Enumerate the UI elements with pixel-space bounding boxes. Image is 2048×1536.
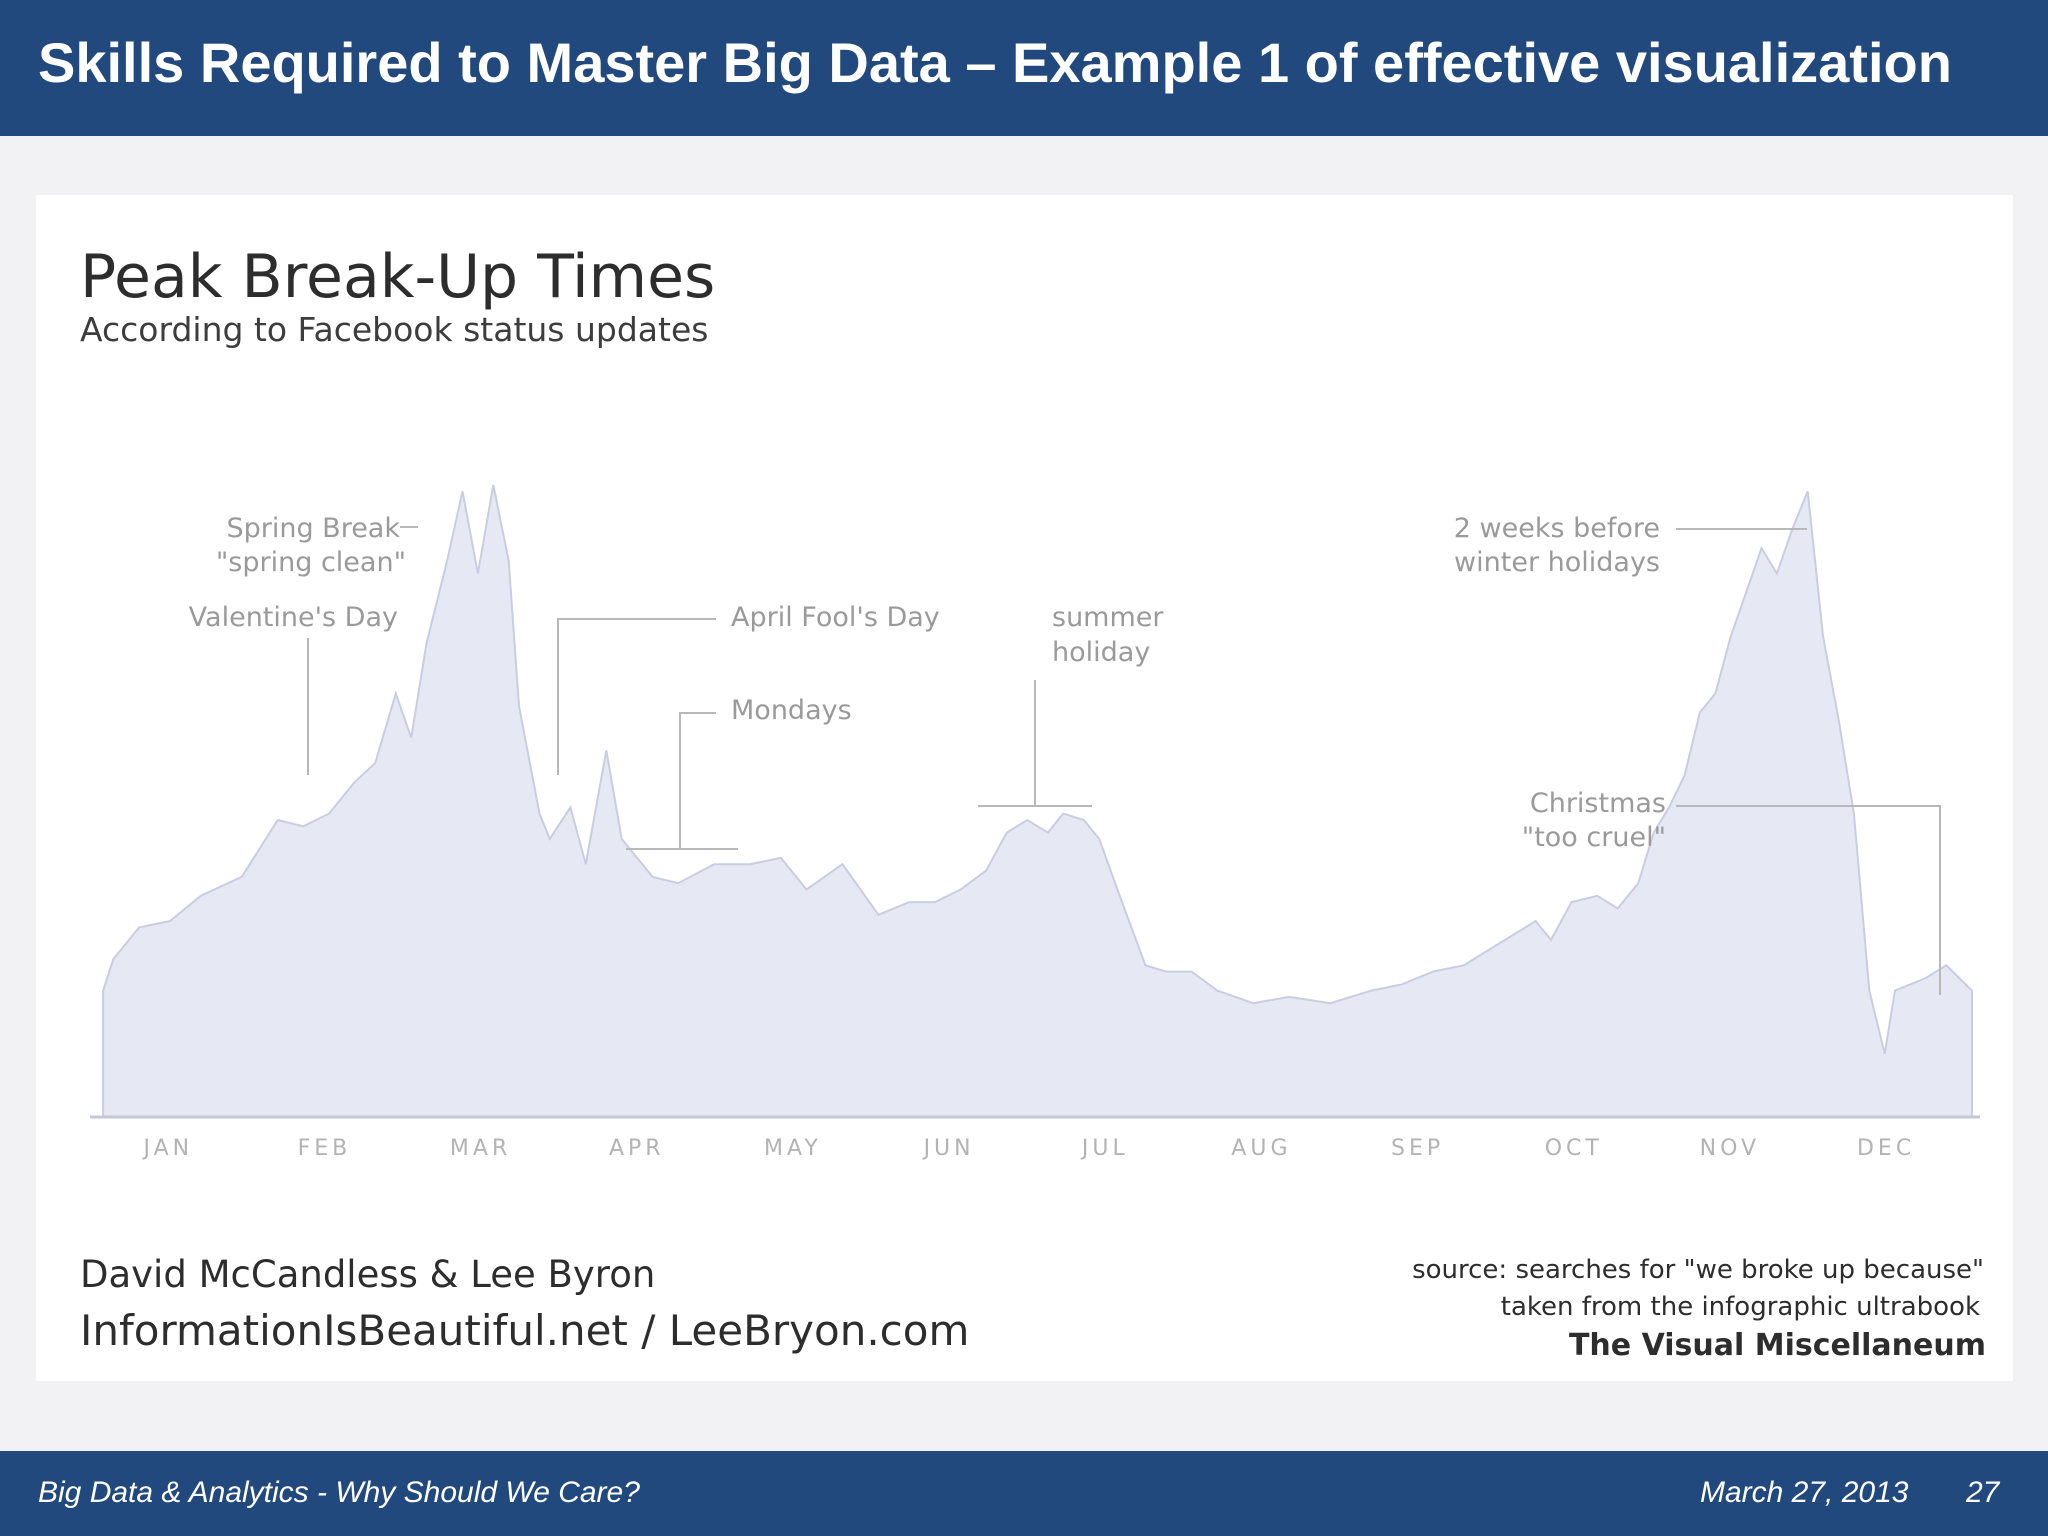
credit-book-title: The Visual Miscellaneum [1569,1328,1986,1363]
annotation-summer: summer [1052,602,1164,633]
x-tick-label: MAY [764,1136,822,1161]
annotation-two-weeks: 2 weeks before [1454,513,1660,544]
x-tick-label: NOV [1700,1136,1760,1161]
x-axis: JAN FEB MAR APR MAY JUN JUL AUG SEP OCT NOV DEC [90,1115,1980,1161]
slide-footer: Big Data & Analytics - Why Should We Car… [0,1451,2048,1536]
leader-mondays [679,712,716,849]
leader-christmas [1676,805,1941,995]
annotation-too-cruel: "too cruel" [1522,822,1666,853]
credit-ultrabook: taken from the infographic ultrabook [1501,1292,1980,1322]
slide-header: Skills Required to Master Big Data – Exa… [0,0,2048,136]
annotation-winter-holidays: winter holidays [1454,547,1660,578]
area-series-0 [102,484,1973,1118]
footer-date: March 27, 2013 [1700,1476,1909,1509]
annotations: Spring Break "spring clean" Valentine's … [189,513,1941,995]
area-series [102,484,1973,1118]
annotation-spring-break: Spring Break [226,513,400,544]
x-tick-label: AUG [1231,1136,1291,1161]
annotation-holiday: holiday [1052,637,1150,668]
footer-text: Big Data & Analytics - Why Should We Car… [38,1476,640,1509]
x-tick-label: SEP [1391,1136,1444,1161]
x-tick-label: JAN [141,1136,193,1161]
annotation-valentines: Valentine's Day [189,602,398,633]
slide-title: Skills Required to Master Big Data – Exa… [38,31,1952,94]
page-number: 27 [1966,1476,2000,1509]
chart-title: Peak Break-Up Times [80,242,715,312]
x-tick-label: JUN [922,1136,975,1161]
break-up-chart: Peak Break-Up Times According to Faceboo… [80,242,1986,1363]
x-tick-label: DEC [1857,1136,1915,1161]
annotation-april-fools: April Fool's Day [731,602,940,633]
x-tick-label: FEB [298,1136,352,1161]
x-tick-label: APR [609,1136,665,1161]
x-tick-label: OCT [1545,1136,1603,1161]
annotation-christmas: Christmas [1530,788,1666,819]
leader-april-fools [557,618,716,775]
annotation-spring-clean: "spring clean" [216,547,406,578]
annotation-mondays: Mondays [731,695,852,726]
credit-source: source: searches for "we broke up becaus… [1412,1255,1984,1285]
x-tick-label: MAR [450,1136,511,1161]
chart-panel: Peak Break-Up Times According to Faceboo… [36,195,2013,1381]
credit-website: InformationIsBeautiful.net / LeeBryon.co… [80,1306,969,1355]
chart-subtitle: According to Facebook status updates [80,310,708,349]
credit-author: David McCandless & Lee Byron [80,1253,655,1296]
x-tick-label: JUL [1080,1136,1129,1161]
